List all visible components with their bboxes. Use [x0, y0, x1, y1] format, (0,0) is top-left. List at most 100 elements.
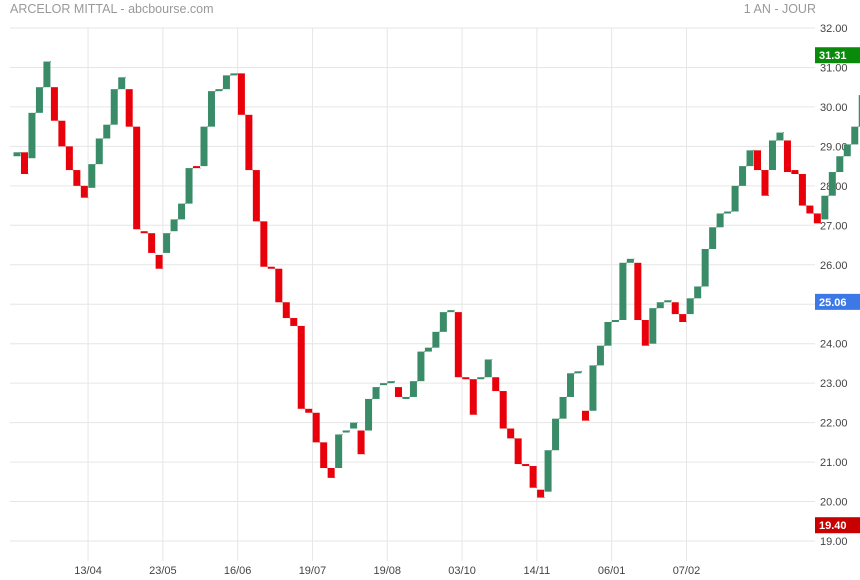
candle [768, 140, 776, 171]
candle [559, 396, 567, 419]
candle [409, 381, 417, 397]
candle [469, 379, 477, 415]
candle [312, 412, 320, 443]
candle [58, 120, 66, 147]
y-tick-label: 26.00 [820, 260, 848, 272]
candle [828, 172, 836, 196]
candle [596, 345, 604, 366]
candle [260, 221, 268, 267]
candle [155, 254, 163, 269]
candle [207, 91, 215, 127]
y-tick-label: 21.00 [820, 457, 848, 469]
candle [88, 164, 96, 188]
y-axis: 32.0031.0030.0029.0028.0027.0026.0025.00… [820, 23, 848, 548]
candle [731, 185, 739, 212]
candle [836, 156, 844, 173]
period-label: 1 AN - JOUR [743, 2, 816, 16]
candle [581, 410, 589, 421]
candle [507, 428, 515, 439]
candle [252, 170, 260, 222]
y-tick-label: 24.00 [820, 339, 848, 351]
x-tick-label: 23/05 [149, 565, 177, 577]
candle [103, 124, 111, 139]
candle [484, 359, 492, 378]
candle [529, 466, 537, 488]
candle [133, 126, 141, 230]
candle [694, 286, 702, 299]
candle [50, 87, 58, 121]
x-tick-label: 07/02 [673, 565, 701, 577]
x-tick-label: 13/04 [74, 565, 102, 577]
candle [140, 231, 148, 234]
candle [746, 150, 754, 167]
candle [499, 391, 507, 429]
candle [95, 138, 103, 165]
y-tick-label: 31.00 [820, 62, 848, 74]
low-price-badge: 19.40 [819, 520, 847, 532]
candle [215, 89, 223, 92]
candle [574, 371, 582, 374]
price-badges: 31.31 25.06 19.40 [815, 47, 860, 534]
y-tick-label: 22.00 [820, 418, 848, 430]
candle [798, 174, 806, 206]
candle [641, 320, 649, 346]
candle [791, 170, 799, 175]
candle [327, 467, 335, 478]
candle [783, 140, 791, 173]
candle [686, 298, 694, 315]
x-tick-label: 03/10 [448, 565, 476, 577]
candle [394, 387, 402, 397]
candle [701, 248, 709, 287]
candle [634, 262, 642, 321]
candle [567, 373, 575, 397]
candle [851, 126, 859, 145]
candle [222, 75, 230, 90]
candle [604, 321, 612, 346]
y-tick-label: 30.00 [820, 102, 848, 114]
candle [357, 430, 365, 455]
candle [290, 318, 298, 326]
candle [20, 152, 28, 175]
candle [806, 205, 814, 214]
x-tick-label: 14/11 [524, 565, 551, 577]
y-tick-label: 19.00 [820, 536, 848, 548]
candle [387, 381, 395, 384]
candle [716, 213, 724, 228]
candle [125, 89, 133, 127]
candle [35, 87, 43, 113]
candle [118, 77, 126, 90]
candle [73, 170, 81, 186]
candle [611, 320, 619, 323]
candle [365, 398, 373, 431]
candle [342, 430, 350, 433]
candle [350, 422, 358, 429]
candle [522, 464, 530, 467]
candle [813, 213, 821, 224]
candle [424, 347, 432, 352]
y-tick-label: 23.00 [820, 378, 848, 390]
candle [297, 325, 305, 409]
candle [544, 450, 552, 492]
candle [664, 300, 672, 303]
high-price-badge-bg [815, 47, 860, 64]
candle [200, 126, 208, 167]
candle [821, 195, 829, 220]
candle [709, 227, 717, 249]
candle [843, 144, 851, 157]
candle [335, 434, 343, 468]
candle [320, 442, 328, 468]
candle [552, 418, 560, 451]
candle [245, 114, 253, 171]
candle [402, 396, 410, 399]
candle [13, 152, 21, 157]
candle [380, 383, 388, 386]
y-tick-label: 20.00 [820, 497, 848, 509]
candle [492, 377, 500, 392]
candle [858, 95, 860, 127]
candle [43, 61, 51, 88]
candle [80, 185, 88, 198]
candle [537, 489, 545, 498]
candle [28, 112, 36, 159]
candle [148, 233, 156, 253]
